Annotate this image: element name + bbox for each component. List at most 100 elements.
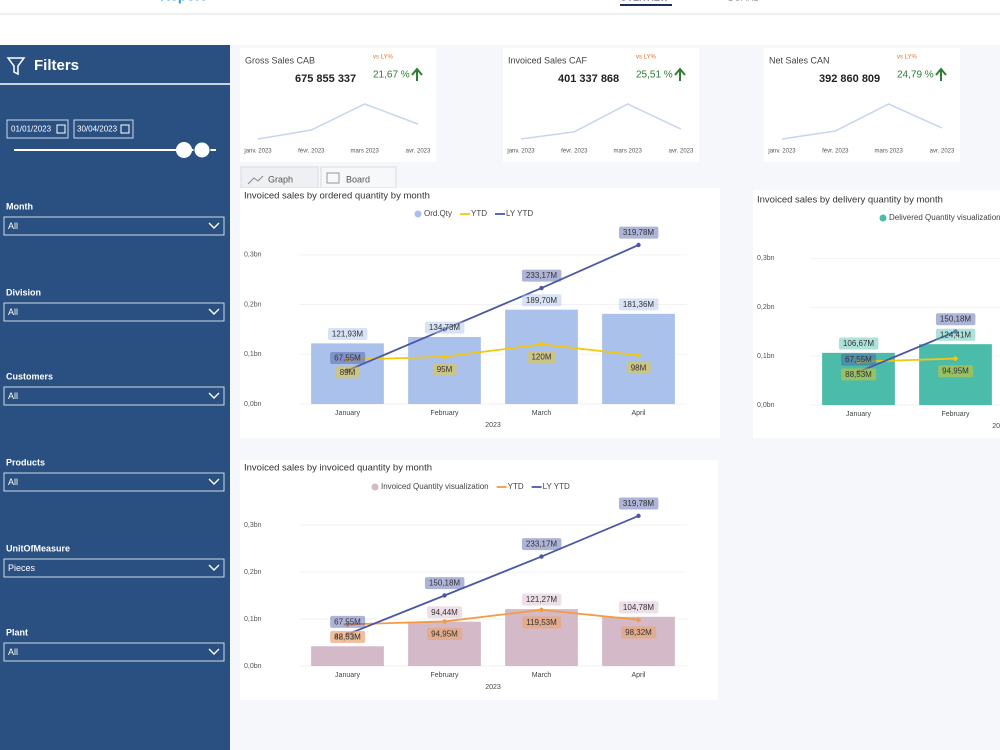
line-point <box>345 357 350 362</box>
filters-title: Filters <box>34 57 79 74</box>
line-point <box>345 368 350 373</box>
line <box>347 608 639 626</box>
x-tick-label: February <box>430 410 459 417</box>
data-label: 150,18M <box>429 579 460 588</box>
data-label: 120M <box>531 352 551 361</box>
data-label: 119,53M <box>526 618 557 627</box>
data-label-bg <box>621 626 657 639</box>
bar <box>919 344 992 405</box>
board-icon <box>326 172 340 184</box>
y-tick-label: 0,1bn <box>244 351 262 358</box>
dropdown[interactable] <box>3 386 225 406</box>
legend-label: Delivered Quantity visualization <box>889 213 1000 222</box>
data-label: 134,73M <box>429 323 460 332</box>
data-label: 121,93M <box>332 329 363 338</box>
x-tick-label: March <box>532 410 552 417</box>
data-label-bg <box>330 352 366 365</box>
kpi-value: 401 337 868 <box>558 73 619 85</box>
dropdown-value: All <box>8 477 18 487</box>
graph-icon <box>247 175 264 185</box>
slider-handle[interactable] <box>193 141 211 159</box>
kpi-sparkline-label: févr. 2023 <box>298 149 325 155</box>
x-tick-label: January <box>335 672 360 679</box>
kpi-sparkline-label: janv. 2023 <box>767 149 796 155</box>
tab-overview[interactable]: OVERVIEW <box>620 0 669 2</box>
dropdown[interactable] <box>3 302 225 322</box>
y-tick-label: 0,2bn <box>244 569 262 576</box>
data-label-bg <box>522 616 562 629</box>
x-tick-label: March <box>532 672 552 679</box>
dropdown[interactable] <box>3 216 225 236</box>
slider-handle[interactable] <box>176 142 192 158</box>
graph-tab-label: Graph <box>268 174 293 184</box>
data-label-bg <box>938 365 974 378</box>
x-tick-label: February <box>430 672 459 679</box>
kpi-sparkline-label: mars 2023 <box>613 149 642 155</box>
data-label: 319,78M <box>623 499 654 508</box>
kpi-sparkline-label: févr. 2023 <box>561 149 588 155</box>
data-label-bg <box>424 577 465 590</box>
line-point <box>442 619 447 624</box>
dropdown-value: All <box>8 391 18 401</box>
x-tick-label: April <box>631 672 645 679</box>
x-axis-title: 2023 <box>485 684 501 691</box>
date-to: 30/04/2023 <box>77 125 118 134</box>
kpi-sparkline-label: mars 2023 <box>350 149 379 155</box>
data-label: 233,17M <box>526 271 557 280</box>
kpi-sparkline-label: janv. 2023 <box>243 149 272 155</box>
x-tick-label: February <box>941 411 970 418</box>
kpi-value: 675 855 337 <box>295 73 356 85</box>
kpi-up-arrow <box>411 67 423 81</box>
data-label-bg <box>618 497 659 510</box>
data-label-bg <box>432 363 457 376</box>
dropdown[interactable] <box>3 642 225 662</box>
line <box>858 330 956 373</box>
kpi-change: 24,79 % <box>897 70 934 81</box>
filter-label: UnitOfMeasure <box>6 543 70 553</box>
line <box>347 244 639 372</box>
calendar-icon <box>56 124 66 134</box>
data-label-bg <box>838 337 879 350</box>
bar <box>408 337 481 404</box>
dropdown-chevron <box>208 308 220 315</box>
filter-icon <box>6 57 26 76</box>
dropdown-chevron <box>208 564 220 571</box>
data-label-bg <box>626 361 651 374</box>
kpi-sparkline-label: janv. 2023 <box>506 149 535 155</box>
y-tick-label: 0,1bn <box>244 616 262 623</box>
legend-marker <box>371 483 379 491</box>
line-point <box>539 342 544 347</box>
data-label-bg <box>935 328 976 341</box>
dropdown[interactable] <box>3 472 225 492</box>
data-label: 319,78M <box>623 228 654 237</box>
data-label-bg <box>335 366 360 379</box>
data-label: 94,95M <box>942 367 969 376</box>
date-from-box[interactable] <box>6 119 69 139</box>
line-point <box>636 513 641 519</box>
x-tick-label: January <box>335 410 360 417</box>
data-label: 95M <box>437 365 453 374</box>
kpi-up-arrow <box>935 67 947 81</box>
y-tick-label: 0,3bn <box>757 255 775 262</box>
dropdown-chevron <box>208 222 220 229</box>
date-to-box[interactable] <box>73 119 134 139</box>
legend-label: Ord.Qty <box>424 209 452 218</box>
line-point <box>953 329 958 334</box>
data-label-bg <box>618 226 659 239</box>
y-tick-label: 0,2bn <box>757 304 775 311</box>
data-label: 67,55M <box>334 354 361 363</box>
data-label-bg <box>330 630 366 643</box>
chart-title: Invoiced sales by delivery quantity by m… <box>757 195 943 206</box>
tab-board[interactable]: BOARD <box>728 0 761 2</box>
line-point <box>856 359 861 364</box>
dropdown[interactable] <box>3 558 225 578</box>
data-label: 124,41M <box>940 330 971 339</box>
legend-marker <box>879 214 887 222</box>
dropdown-chevron <box>208 392 220 399</box>
data-label-bg <box>521 593 562 606</box>
legend-marker <box>414 210 422 218</box>
line-point <box>953 356 958 361</box>
kpi-sparkline-label: mars 2023 <box>874 149 903 155</box>
line-point <box>636 617 641 623</box>
filter-pane <box>0 45 230 750</box>
